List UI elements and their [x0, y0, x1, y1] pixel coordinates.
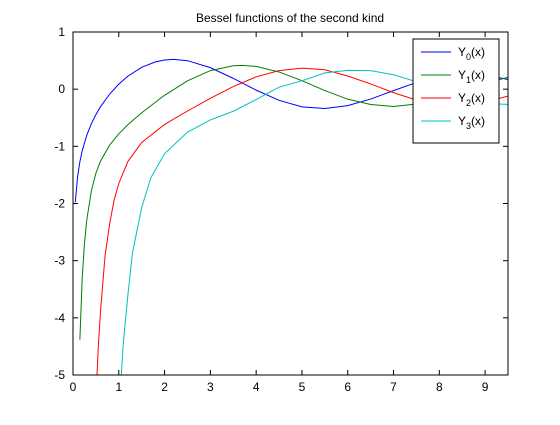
y-tick-label: -1	[54, 139, 65, 153]
x-tick-label: 2	[161, 380, 168, 394]
y-tick-label: -5	[54, 368, 65, 382]
legend-box	[412, 38, 500, 144]
x-tick-label: 3	[207, 380, 214, 394]
legend-label-y3: Y3(x)	[458, 114, 485, 131]
x-tick-label: 4	[253, 380, 260, 394]
legend: Y0(x) Y1(x) Y2(x) Y3(x)	[412, 38, 500, 144]
x-tick-label: 7	[390, 380, 397, 394]
chart-title: Bessel functions of the second kind	[196, 11, 384, 25]
series-line-y0	[74, 58, 508, 203]
y-tick-label: -3	[54, 254, 65, 268]
axes-layer: 0 1 2 3 4 5 6 7 8 910-1-2-3-4-5	[54, 25, 509, 394]
x-tick-label: 1	[115, 380, 122, 394]
legend-label-y1: Y1(x)	[458, 68, 485, 85]
legend-label-y2: Y2(x)	[458, 91, 485, 108]
x-tick-label: 0	[70, 380, 77, 394]
x-tick-label: 5	[299, 380, 306, 394]
y-tick-label: -4	[54, 311, 65, 325]
y-tick-label: 1	[58, 25, 65, 39]
x-tick-label: 8	[436, 380, 443, 394]
series-line-y1	[79, 64, 508, 340]
x-tick-label: 9	[482, 380, 489, 394]
x-tick-label: 6	[344, 380, 351, 394]
y-tick-label: 0	[58, 82, 65, 96]
y-tick-label: -2	[54, 197, 65, 211]
legend-label-y0: Y0(x)	[458, 45, 485, 62]
